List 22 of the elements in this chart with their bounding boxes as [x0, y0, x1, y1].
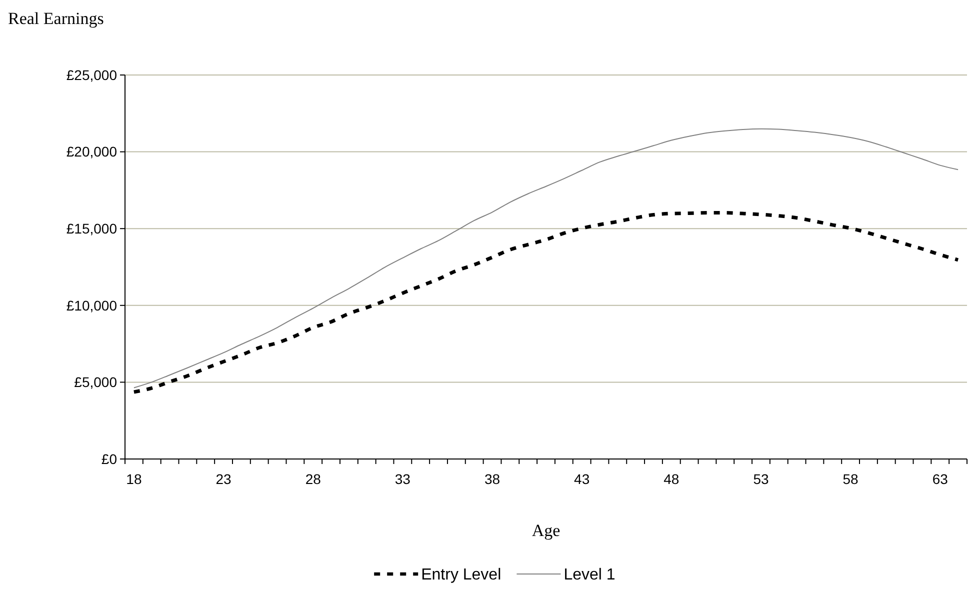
chart-title: Real Earnings: [8, 9, 104, 28]
y-tick-label: £0: [101, 450, 118, 467]
line-series: [132, 211, 960, 394]
x-tick-label: 58: [842, 471, 859, 487]
y-tick-label: £5,000: [74, 374, 118, 390]
x-tick-label: 38: [484, 471, 500, 487]
legend-label: Level 1: [564, 566, 616, 584]
x-tick-label: 18: [126, 471, 142, 487]
y-tick-label: £25,000: [66, 66, 118, 83]
y-tick-label: £20,000: [66, 144, 118, 160]
x-tick-label: 33: [394, 471, 411, 487]
legend-label: Entry Level: [421, 566, 502, 584]
line-series: [133, 128, 959, 388]
x-tick-label: 43: [574, 471, 590, 487]
x-tick-label: 53: [753, 471, 769, 487]
x-tick-label: 48: [664, 471, 680, 487]
x-tick-label: 23: [216, 471, 232, 487]
x-tick-label: 63: [932, 471, 948, 487]
y-tick-label: £10,000: [66, 297, 118, 314]
x-tick-label: 28: [305, 471, 322, 487]
y-tick-label: £15,000: [66, 220, 118, 236]
x-axis-title: Age: [532, 521, 560, 540]
